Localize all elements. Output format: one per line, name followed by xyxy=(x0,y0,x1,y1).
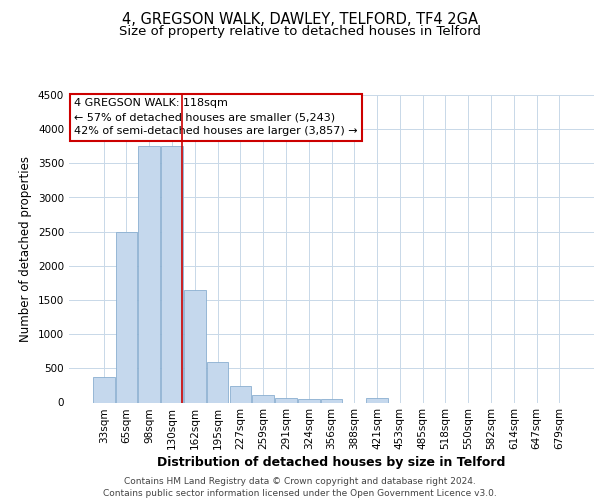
Bar xyxy=(230,386,251,402)
Bar xyxy=(184,290,206,403)
Bar xyxy=(366,398,388,402)
Bar xyxy=(116,232,137,402)
Text: Contains HM Land Registry data © Crown copyright and database right 2024.
Contai: Contains HM Land Registry data © Crown c… xyxy=(103,476,497,498)
Text: Size of property relative to detached houses in Telford: Size of property relative to detached ho… xyxy=(119,25,481,38)
Text: 4 GREGSON WALK: 118sqm
← 57% of detached houses are smaller (5,243)
42% of semi-: 4 GREGSON WALK: 118sqm ← 57% of detached… xyxy=(74,98,358,136)
Bar xyxy=(298,398,320,402)
Bar xyxy=(275,398,297,402)
Bar xyxy=(93,376,115,402)
Bar xyxy=(320,398,343,402)
Bar xyxy=(161,146,183,403)
Bar xyxy=(139,146,160,403)
Bar xyxy=(253,395,274,402)
Bar xyxy=(207,362,229,403)
X-axis label: Distribution of detached houses by size in Telford: Distribution of detached houses by size … xyxy=(157,456,506,469)
Text: 4, GREGSON WALK, DAWLEY, TELFORD, TF4 2GA: 4, GREGSON WALK, DAWLEY, TELFORD, TF4 2G… xyxy=(122,12,478,28)
Y-axis label: Number of detached properties: Number of detached properties xyxy=(19,156,32,342)
